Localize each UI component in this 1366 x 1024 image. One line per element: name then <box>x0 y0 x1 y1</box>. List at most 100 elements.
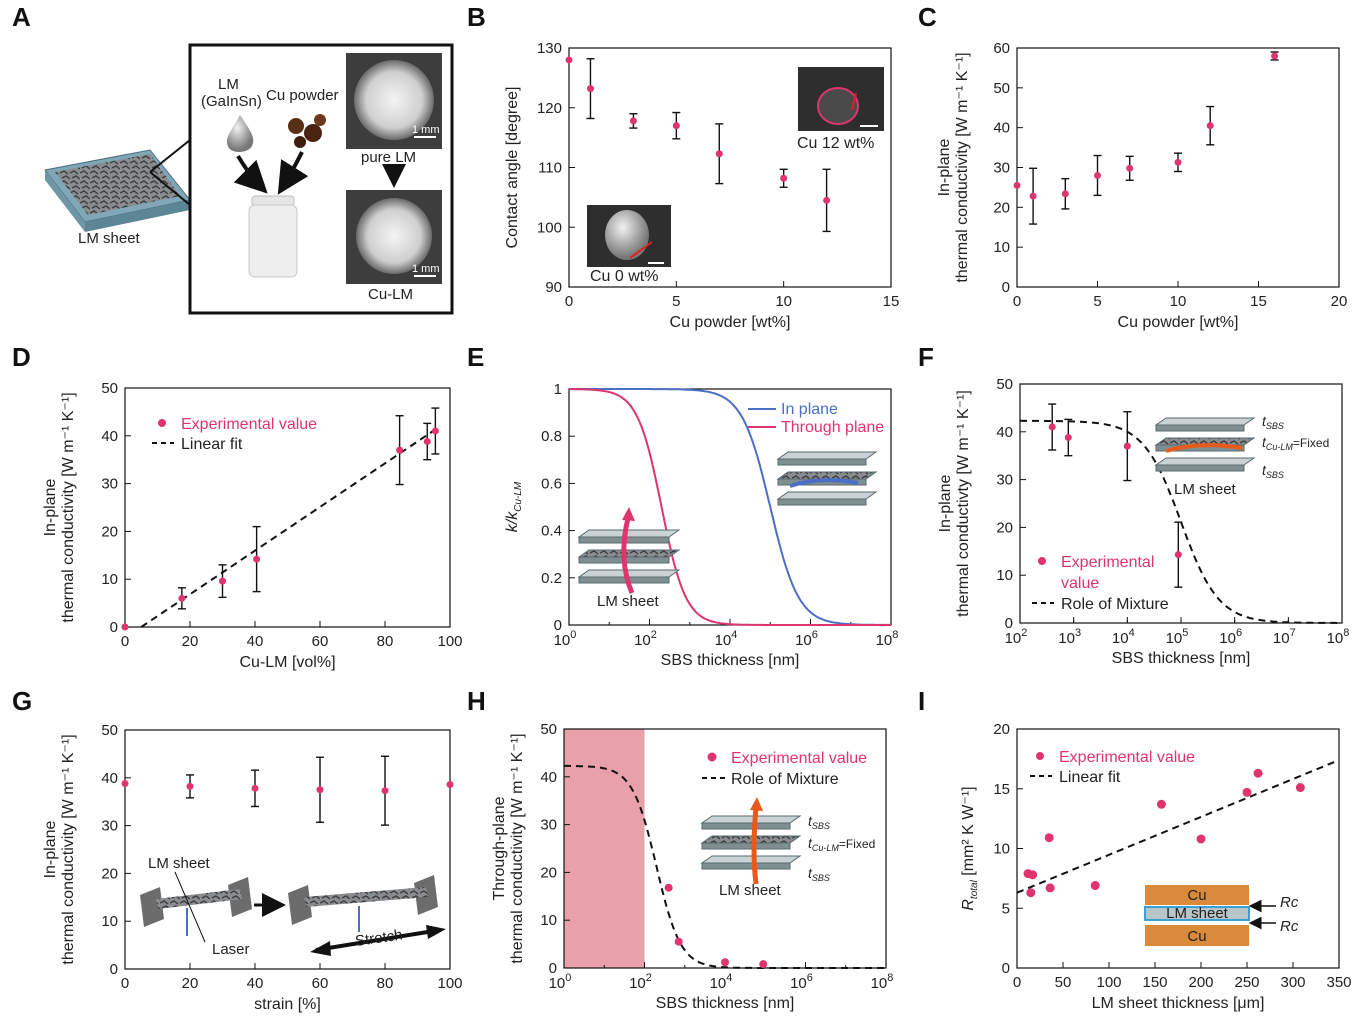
stretched-sheet <box>156 889 242 909</box>
data-point <box>1271 52 1279 60</box>
y-tick-label: 10 <box>101 913 118 930</box>
data-point <box>186 782 194 790</box>
x-tick-label: 5 <box>672 293 680 310</box>
x-tick-base: 10 <box>710 975 727 992</box>
y-axis-label: Contact angle [degree] <box>504 87 521 249</box>
series-line-1 <box>569 388 891 626</box>
droplet-icon <box>605 210 649 260</box>
x-tick-label: 80 <box>377 975 394 992</box>
legend-in-plane: In plane <box>781 401 838 418</box>
y-axis-label-line1: In-plane <box>42 820 59 878</box>
thickness-sub: Cu-LM <box>812 843 840 853</box>
shaded-region <box>564 729 645 968</box>
stack-layer-side <box>701 842 791 850</box>
thickness-fixed: =Fixed <box>1293 436 1329 450</box>
data-point <box>1196 834 1206 844</box>
data-point <box>823 196 831 204</box>
data-point <box>1174 158 1182 166</box>
thickness-t: t <box>808 813 813 829</box>
y-tick-label: 30 <box>101 818 118 835</box>
y-tick-label: 20 <box>101 865 118 882</box>
data-point <box>219 577 226 585</box>
y-tick-label: 40 <box>996 424 1013 441</box>
x-axis-label: LM sheet thickness [μm] <box>1092 995 1265 1012</box>
x-tick-base: 10 <box>795 632 812 649</box>
panel-a: A LM sheet LM (GaInSn) Cu powder <box>12 2 454 315</box>
inset-sheet-after <box>288 875 438 925</box>
x-axis-label: Cu powder [wt%] <box>1118 314 1239 331</box>
panel-a-frame <box>188 43 454 315</box>
inset-laser-label: Laser <box>212 941 250 958</box>
panel-d: D 0 10 20 30 40 50 0 20 40 60 80 100 Cu-LM [vol%] In-p… <box>12 342 463 671</box>
x-tick-label: 300 <box>1280 974 1305 991</box>
cu-powder-label: Cu powder <box>266 87 339 104</box>
x-tick-exponent: 7 <box>1290 627 1296 639</box>
data-point <box>423 438 431 446</box>
y-tick-label: 15 <box>993 781 1010 798</box>
y-tick-label: 60 <box>993 40 1010 57</box>
x-tick-label: 107 <box>1273 627 1296 647</box>
stack-layer-side <box>701 822 791 830</box>
data-point <box>1206 122 1214 130</box>
panel-label-a: A <box>12 2 31 32</box>
stack-layer-side <box>1155 464 1245 472</box>
x-tick-label: 15 <box>1250 293 1267 310</box>
x-tick-exponent: 4 <box>1129 627 1135 639</box>
droplet-icon <box>817 87 859 125</box>
lm-label: LM <box>218 76 239 93</box>
x-tick-label: 40 <box>247 975 264 992</box>
y-tick-label: 50 <box>996 376 1013 393</box>
through-arrow <box>751 807 759 885</box>
x-tick-label: 60 <box>312 633 329 650</box>
legend-experimental: Experimental value <box>731 750 867 767</box>
data-point <box>1013 181 1021 189</box>
y-axis-label-unit: [mm² K W⁻¹] <box>960 786 977 880</box>
x-tick-label: 105 <box>1166 627 1189 647</box>
x-tick-label: 100 <box>1096 974 1121 991</box>
x-tick-exponent: 8 <box>1343 627 1349 639</box>
legend-value: value <box>1061 575 1099 592</box>
inset-lm-sheet-label: LM sheet <box>719 882 782 899</box>
stack-layer-top <box>577 549 681 558</box>
x-tick-label: 102 <box>634 629 657 649</box>
x-tick-label: 80 <box>377 633 394 650</box>
linear-fit-line <box>1016 759 1340 894</box>
data-point <box>178 594 186 602</box>
legend-experimental: Experimental value <box>181 416 317 433</box>
y-tick-label: 50 <box>540 721 557 738</box>
y-axis-label-line1: In-plane <box>42 478 59 536</box>
galnsn-label: (GaInSn) <box>201 93 262 110</box>
x-tick-label: 106 <box>795 629 818 649</box>
plot-frame <box>124 387 451 628</box>
x-axis-label: Cu powder [wt%] <box>670 314 791 331</box>
role-of-mixture-curve <box>1020 419 1342 624</box>
inset-lm-sheet-label: LM sheet <box>148 855 211 872</box>
scale-bar-label-2: 1 mm <box>412 263 440 275</box>
y-tick-label: 40 <box>101 428 118 445</box>
inset-rc-label-bottom: Rc <box>1280 918 1299 935</box>
y-tick-label: 50 <box>993 80 1010 97</box>
stack-layer-top <box>1154 457 1256 466</box>
x-tick-label: 15 <box>883 293 900 310</box>
panel-g: G 0 10 20 30 40 50 0 20 40 60 80 100 strain [%] In-pla… <box>12 686 463 1013</box>
through-arrow <box>621 517 635 594</box>
data-point <box>1090 881 1100 891</box>
inset-label-cu12: Cu 12 wt% <box>797 135 874 152</box>
x-tick-label: 100 <box>437 633 462 650</box>
y-tick-label: 0 <box>1002 960 1010 977</box>
zoom-line-bottom <box>149 171 191 206</box>
data-point <box>1048 423 1056 431</box>
x-axis-label: strain [%] <box>254 996 321 1013</box>
mixing-jar-icon <box>248 195 298 278</box>
lm-sheet-label: LM sheet <box>78 230 141 247</box>
y-tick-label: 10 <box>101 571 118 588</box>
stack-layer-top <box>700 815 802 824</box>
x-tick-label: 250 <box>1234 974 1259 991</box>
stack-layer-top <box>577 529 681 538</box>
legend-experimental: Experimental value <box>1059 749 1195 766</box>
data-point <box>629 117 637 125</box>
pure-lm-dish-icon <box>354 60 434 140</box>
